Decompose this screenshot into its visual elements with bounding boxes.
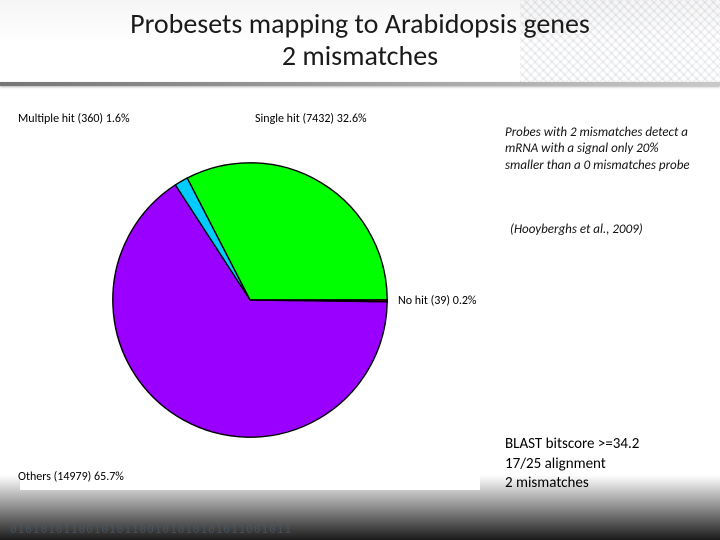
pie-label-single-hit: Single hit (7432) 32.6% <box>255 112 367 126</box>
pie-svg <box>110 160 390 440</box>
note-text: Probes with 2 mismatches detect a mRNA w… <box>505 125 700 174</box>
pie-label-multiple-hit: Multiple hit (360) 1.6% <box>18 112 130 126</box>
footer-binary-text: 0101010110010101100101010101011001011 <box>10 523 292 536</box>
pie-chart-container: Multiple hit (360) 1.6% Single hit (7432… <box>20 110 480 490</box>
pie-label-no-hit: No hit (39) 0.2% <box>398 294 477 308</box>
title-line-1: Probesets mapping to Arabidopsis genes <box>0 8 720 40</box>
slide-root: Probesets mapping to Arabidopsis genes 2… <box>0 0 720 540</box>
blast-line-1: BLAST bitscore >=34.2 <box>505 435 705 455</box>
blast-info: BLAST bitscore >=34.2 17/25 alignment 2 … <box>505 435 705 494</box>
pie-label-others: Others (14979) 65.7% <box>18 470 124 484</box>
blast-line-3: 2 mismatches <box>505 474 705 494</box>
blast-line-2: 17/25 alignment <box>505 455 705 475</box>
title-area: Probesets mapping to Arabidopsis genes 2… <box>0 8 720 72</box>
pie-chart <box>110 160 390 440</box>
citation-text: (Hooyberghs et al., 2009) <box>510 222 700 237</box>
title-line-2: 2 mismatches <box>0 40 720 72</box>
header-underline <box>0 82 720 86</box>
